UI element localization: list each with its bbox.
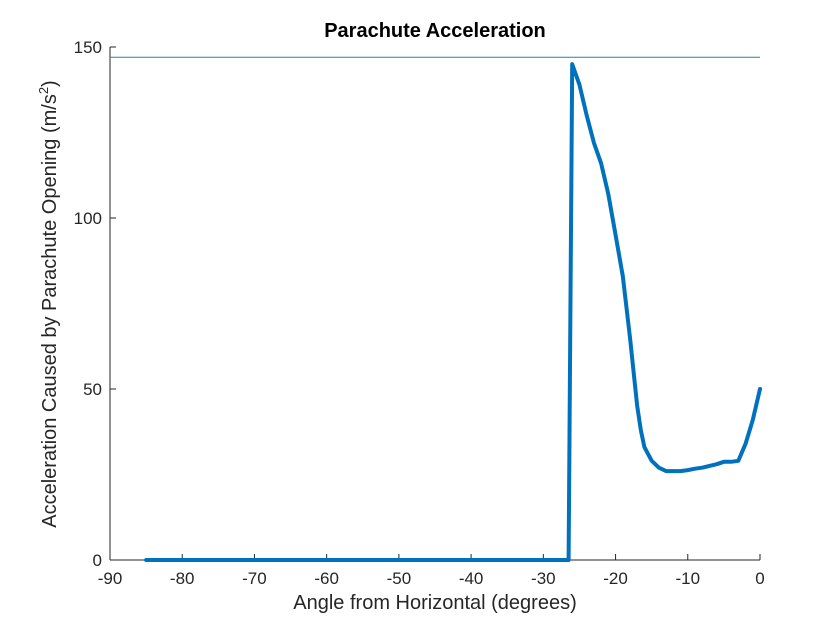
y-tick-label: 100 (74, 209, 102, 228)
x-tick-label: -30 (531, 569, 556, 588)
series-line (144, 62, 762, 562)
y-tick-label: 0 (93, 551, 102, 570)
x-axis-ticks: -90 -80 -70 -60 -50 -40 -30 -20 -10 0 (98, 554, 765, 588)
x-tick-label: -90 (98, 569, 123, 588)
y-axis-label-end: ) (39, 80, 61, 87)
x-axis-label: Angle from Horizontal (degrees) (293, 592, 576, 614)
x-tick-label: -60 (314, 569, 339, 588)
y-axis-label-superscript: 2 (36, 87, 51, 94)
chart-title: Parachute Acceleration (324, 20, 546, 42)
x-tick-label: -20 (603, 569, 628, 588)
x-tick-label: 0 (755, 569, 764, 588)
x-tick-label: -50 (387, 569, 412, 588)
x-tick-label: -80 (170, 569, 195, 588)
y-tick-label: 150 (74, 38, 102, 57)
x-tick-label: -70 (242, 569, 267, 588)
y-axis-label-main: Acceleration Caused by Parachute Opening… (39, 94, 61, 528)
y-axis-label: Acceleration Caused by Parachute Opening… (36, 80, 61, 527)
y-axis-ticks: 0 50 100 150 (74, 38, 116, 570)
y-tick-label: 50 (83, 380, 102, 399)
x-tick-label: -40 (459, 569, 484, 588)
x-tick-label: -10 (675, 569, 700, 588)
